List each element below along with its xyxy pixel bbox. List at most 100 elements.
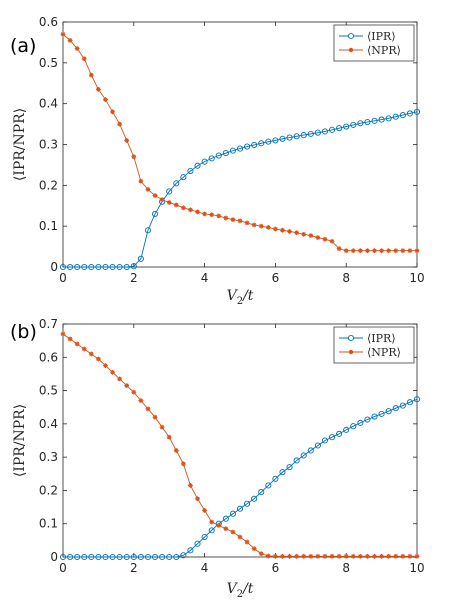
data-point xyxy=(315,553,321,559)
data-point xyxy=(215,152,222,159)
data-point xyxy=(180,552,187,559)
data-point xyxy=(265,138,272,145)
data-point xyxy=(336,246,342,252)
legend-label: ⟨NPR⟩ xyxy=(367,44,401,57)
data-point xyxy=(209,519,215,525)
data-point xyxy=(144,227,152,234)
data-point xyxy=(307,130,314,137)
data-point xyxy=(59,553,67,561)
panel-label: (b) xyxy=(10,321,37,343)
panel-label: (a) xyxy=(10,35,36,57)
series-1 xyxy=(60,31,420,254)
data-point xyxy=(88,351,94,357)
x-tick-label: 8 xyxy=(342,271,350,285)
data-point xyxy=(343,248,349,254)
data-point xyxy=(208,155,215,162)
data-point xyxy=(67,553,74,561)
x-tick-label: 0 xyxy=(59,561,67,575)
data-point xyxy=(209,212,215,218)
y-tick-label: 0.5 xyxy=(39,56,58,70)
data-point xyxy=(152,193,158,198)
x-tick-label: 10 xyxy=(409,271,424,285)
y-tick-label: 0.2 xyxy=(39,178,58,192)
data-point xyxy=(188,207,193,213)
data-point xyxy=(81,263,88,271)
data-point xyxy=(357,419,364,426)
data-point xyxy=(357,553,363,559)
data-point xyxy=(321,437,329,444)
y-tick-label: 0.4 xyxy=(39,97,58,111)
data-point xyxy=(195,496,200,502)
series-0 xyxy=(59,108,421,271)
data-point xyxy=(230,217,236,223)
data-point xyxy=(60,331,66,337)
data-point xyxy=(229,147,236,154)
y-tick-label: 0.3 xyxy=(39,450,58,464)
data-point xyxy=(137,553,144,561)
data-point xyxy=(251,546,257,552)
series-0 xyxy=(59,396,421,561)
data-point xyxy=(208,527,215,534)
data-point xyxy=(102,553,109,561)
data-point xyxy=(145,406,151,412)
data-point xyxy=(300,132,307,139)
data-point xyxy=(180,205,186,211)
data-point xyxy=(166,434,172,440)
data-point xyxy=(372,248,377,254)
data-point xyxy=(414,553,420,559)
data-point xyxy=(109,263,116,271)
data-point xyxy=(328,126,336,133)
data-point xyxy=(159,553,166,561)
data-point xyxy=(81,346,87,352)
data-point xyxy=(116,263,123,271)
data-point xyxy=(81,553,88,561)
data-point xyxy=(130,553,137,561)
data-point xyxy=(272,475,279,482)
data-point xyxy=(173,180,180,187)
x-axis-label: V2/t xyxy=(227,581,254,600)
data-point xyxy=(131,154,137,160)
data-point xyxy=(151,210,159,217)
data-point xyxy=(123,263,130,271)
legend-box xyxy=(333,326,415,364)
data-point xyxy=(88,72,94,78)
data-point xyxy=(131,389,137,395)
data-point xyxy=(152,414,158,420)
data-point xyxy=(236,145,244,152)
data-point xyxy=(95,553,102,561)
panel-0: 0 2 4 6 8 1000.10.20.30.40.50.6(a)V2/t⟨IPR/NP… xyxy=(10,15,425,307)
data-point xyxy=(88,553,95,561)
series-line xyxy=(63,398,418,558)
series-line xyxy=(62,33,417,252)
x-axis-label-sub: 2 xyxy=(237,296,243,307)
legend: ⟨IPR⟩⟨NPR⟩ xyxy=(333,326,415,364)
data-point xyxy=(244,143,251,150)
data-point xyxy=(406,110,413,117)
y-tick-label: 0.1 xyxy=(39,517,58,531)
x-axis-label-tail: /t xyxy=(241,581,254,597)
data-point xyxy=(322,553,328,559)
data-point xyxy=(301,231,307,237)
data-point xyxy=(386,553,392,559)
data-point xyxy=(308,553,314,559)
data-point xyxy=(195,209,200,215)
data-point xyxy=(103,363,108,369)
data-point xyxy=(350,423,357,430)
x-tick-label: 6 xyxy=(272,561,280,575)
data-point xyxy=(300,452,307,459)
data-point xyxy=(251,141,258,148)
data-point xyxy=(96,356,101,362)
data-point xyxy=(110,369,115,375)
data-point xyxy=(265,224,271,230)
data-point xyxy=(321,128,329,135)
legend: ⟨IPR⟩⟨NPR⟩ xyxy=(333,24,415,62)
data-point xyxy=(279,469,286,476)
legend-label: ⟨NPR⟩ xyxy=(367,346,401,359)
data-point xyxy=(414,248,420,254)
data-point xyxy=(273,226,278,232)
data-point xyxy=(386,248,392,254)
data-point xyxy=(223,215,229,221)
data-point xyxy=(378,410,385,417)
legend-swatch-marker xyxy=(348,47,354,53)
